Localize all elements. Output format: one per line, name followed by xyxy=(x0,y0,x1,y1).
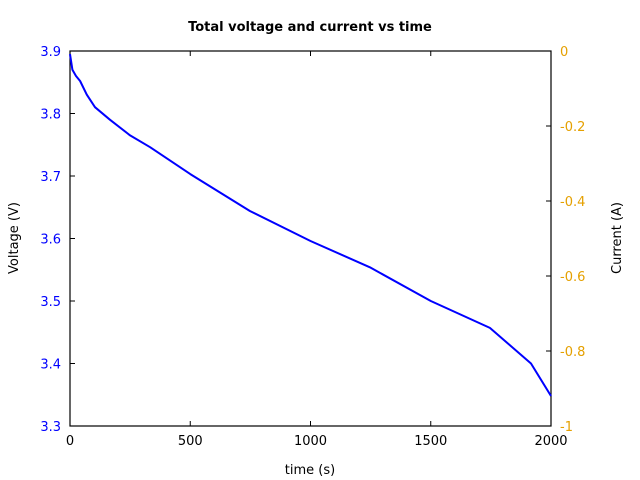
y-tick-label-left: 3.7 xyxy=(40,170,61,185)
x-tick-label: 500 xyxy=(178,434,203,449)
chart-title: Total voltage and current vs time xyxy=(188,20,432,35)
y-tick-label-left: 3.3 xyxy=(40,420,61,435)
plot-area: 0 500 1000 1500 2000 3.3 3.4 3.5 3.6 3.7 3.8 3.9 -1 -… xyxy=(40,45,585,449)
x-axis-label: time (s) xyxy=(285,463,335,478)
x-tick-label: 1500 xyxy=(414,434,447,449)
plot-frame xyxy=(69,50,552,427)
y-tick-label-right: -0.8 xyxy=(560,345,585,360)
x-tick-label: 1000 xyxy=(294,434,327,449)
y-axis-label-left: Voltage (V) xyxy=(7,202,22,274)
y-tick-label-left: 3.4 xyxy=(40,358,61,373)
y-tick-label-right: -0.4 xyxy=(560,195,585,210)
y-tick-label-left: 3.8 xyxy=(40,108,61,123)
voltage-line xyxy=(69,53,552,397)
y-tick-label-right: -1 xyxy=(560,420,573,435)
x-tick-label: 0 xyxy=(66,434,74,449)
x-tick-label: 2000 xyxy=(534,434,567,449)
y-axis-label-right: Current (A) xyxy=(610,202,625,274)
y-tick-label-right: -0.6 xyxy=(560,270,585,285)
y-tick-label-left: 3.9 xyxy=(40,45,61,60)
y-tick-label-right: -0.2 xyxy=(560,120,585,135)
y-tick-label-right: 0 xyxy=(560,45,568,60)
y-tick-label-left: 3.6 xyxy=(40,233,61,248)
y-tick-label-left: 3.5 xyxy=(40,295,61,310)
